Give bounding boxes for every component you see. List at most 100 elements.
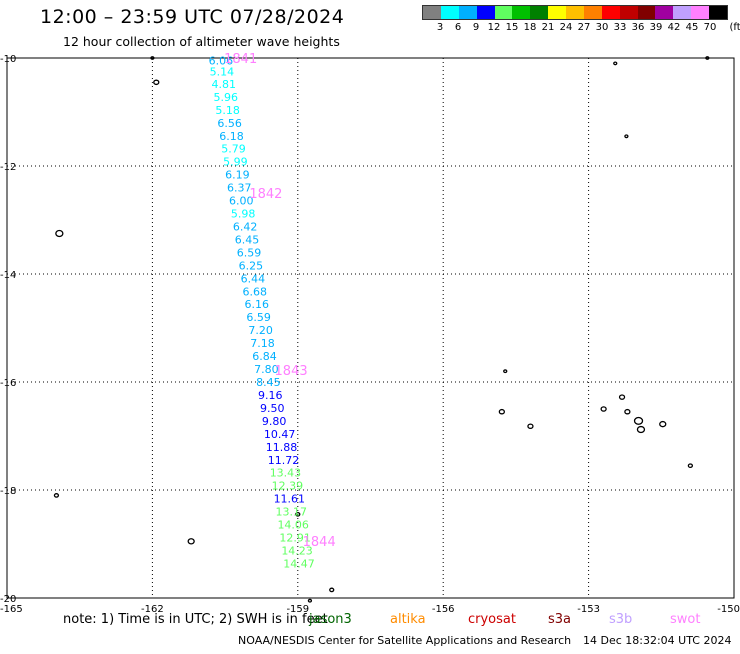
colorbar-swatch (637, 6, 656, 19)
wave-height-label: 14.23 (281, 544, 313, 557)
island-outline (636, 425, 646, 434)
mission-legend-s3a: s3a (548, 612, 572, 627)
colorbar-label: 15 (505, 22, 519, 33)
island-outline (613, 61, 618, 66)
map-frame (6, 57, 735, 599)
island-outline (705, 56, 710, 60)
wave-height-label: 6.59 (246, 311, 271, 324)
wave-height-label: 6.16 (244, 298, 269, 311)
colorbar-label: 33 (613, 22, 627, 33)
longitude-tick-label: -159 (286, 604, 309, 615)
island-outline (687, 463, 694, 469)
latitude-tick-label: -14 (0, 270, 16, 281)
island-outline (187, 538, 195, 545)
island-outline (503, 369, 508, 374)
wave-height-label: 5.14 (210, 66, 235, 79)
colorbar-swatch (619, 6, 638, 19)
longitude-tick-label: -165 (0, 604, 23, 615)
island-outline (55, 229, 64, 238)
island-outline (329, 587, 335, 593)
colorbar-swatch (440, 6, 459, 19)
wave-height-label: 11.61 (274, 493, 306, 506)
colorbar-label: 27 (577, 22, 591, 33)
colorbar-label: 6 (454, 22, 462, 33)
island-outline (527, 423, 534, 430)
colorbar-unit: (ft) (729, 22, 740, 33)
wave-height-label: 7.20 (248, 324, 273, 337)
colorbar-label: 3 (436, 22, 444, 33)
longitude-tick-label: -153 (577, 604, 600, 615)
latitude-tick-label: -16 (0, 378, 16, 389)
track-time-label: 1842 (249, 187, 282, 202)
wave-height-label: 7.18 (250, 337, 275, 350)
wave-height-label: 6.56 (217, 117, 242, 130)
colorbar-label: 36 (631, 22, 645, 33)
colorbar-swatch (709, 6, 727, 19)
wave-height-label: 6.37 (227, 182, 252, 195)
wave-height-label: 12.91 (279, 532, 311, 545)
colorbar-swatch (548, 6, 566, 19)
wave-height-label: 11.88 (266, 441, 298, 454)
wave-height-label: 6.84 (252, 350, 277, 363)
mission-legend-cryosat: cryosat (468, 612, 516, 627)
colorbar-swatch (494, 6, 513, 19)
wave-height-label: 6.59 (237, 246, 262, 259)
mission-legend-altika: altika (390, 612, 426, 627)
colorbar-swatch (655, 6, 674, 19)
wave-height-label: 9.80 (262, 415, 287, 428)
mission-legend-s3b: s3b (609, 612, 633, 627)
wave-height-label: 13.17 (276, 506, 308, 519)
colorbar-swatch (673, 6, 692, 19)
wave-height-label: 13.43 (270, 467, 302, 480)
wave-height-label: 6.18 (219, 130, 244, 143)
wave-height-label: 4.81 (212, 78, 237, 91)
footer-generated-time: 14 Dec 18:32:04 UTC 2024 (583, 634, 732, 647)
colorbar-swatch (423, 6, 441, 19)
wave-height-label: 7.80 (254, 363, 279, 376)
colorbar-label: 12 (487, 22, 501, 33)
wave-height-label: 6.25 (239, 259, 263, 272)
colorbar-swatch (691, 6, 709, 19)
colorbar-label: 9 (472, 22, 480, 33)
colorbar-label: 39 (649, 22, 663, 33)
latitude-tick-label: -10 (0, 54, 16, 65)
latitude-tick-label: -20 (0, 594, 16, 605)
wave-height-label: 6.06 (209, 55, 234, 68)
island-outline (153, 79, 160, 86)
colorbar-swatch (566, 6, 584, 19)
island-outline (150, 56, 155, 60)
colorbar-label: 21 (541, 22, 555, 33)
island-outline (53, 493, 60, 498)
colorbar-label: 24 (559, 22, 573, 33)
wave-height-label: 6.19 (225, 169, 250, 182)
footer-credit: NOAA/NESDIS Center for Satellite Applica… (238, 634, 572, 647)
colorbar-label: 30 (595, 22, 609, 33)
colorbar-swatch (476, 6, 495, 19)
island-outline (624, 408, 631, 415)
wave-height-label: 8.45 (256, 376, 281, 389)
colorbar-swatch (601, 6, 620, 19)
island-outline (600, 406, 607, 412)
map-subtitle: 12 hour collection of altimeter wave hei… (63, 34, 340, 49)
footnote: note: 1) Time is in UTC; 2) SWH is in fe… (63, 612, 328, 627)
wave-height-label: 5.18 (215, 104, 240, 117)
colorbar-swatch (583, 6, 602, 19)
mission-legend-jason3: jason3 (309, 612, 352, 627)
colorbar-label: 18 (523, 22, 537, 33)
island-outline (633, 416, 644, 425)
track-time-label: 1843 (275, 364, 308, 379)
wave-height-label: 5.98 (231, 208, 256, 221)
wave-height-label: 9.50 (260, 402, 285, 415)
colorbar-label: 70 (703, 22, 717, 33)
map-title: 12:00 – 23:59 UTC 07/28/2024 (40, 6, 345, 28)
longitude-tick-label: -150 (717, 604, 740, 615)
wave-height-label: 11.72 (268, 454, 300, 467)
longitude-tick-label: -156 (432, 604, 455, 615)
island-outline (295, 511, 301, 517)
island-outline (618, 394, 626, 400)
latitude-tick-label: -18 (0, 486, 16, 497)
track-time-label: 1841 (224, 52, 257, 67)
wave-height-label: 6.44 (241, 272, 265, 285)
colorbar-swatch (512, 6, 531, 19)
